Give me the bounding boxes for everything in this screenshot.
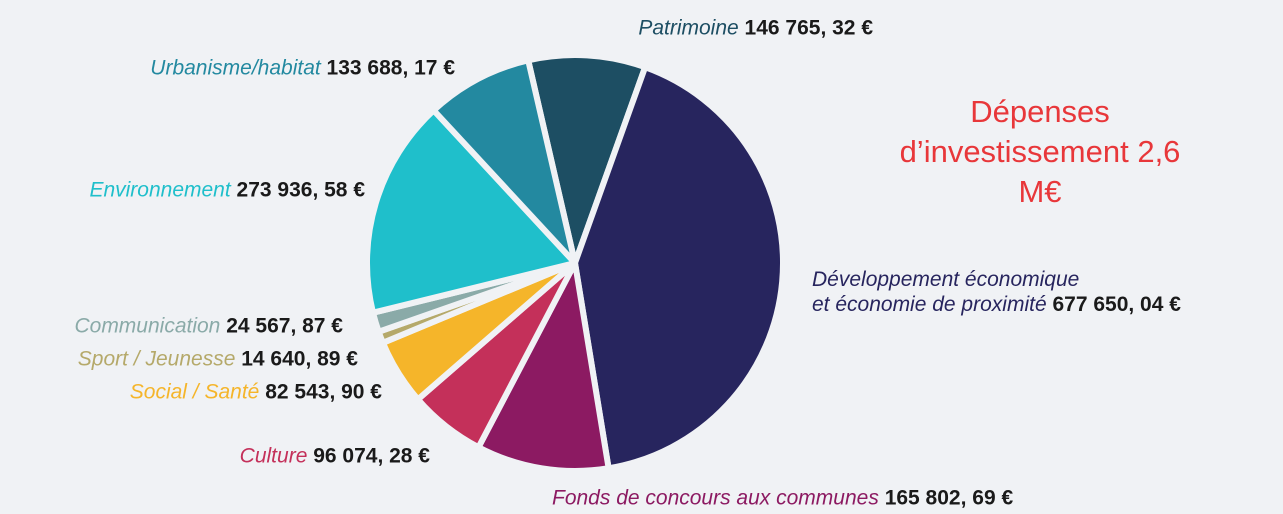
slice-label: Urbanisme/habitat 133 688, 17 € [150, 56, 455, 81]
slice-label: Patrimoine 146 765, 32 € [638, 16, 873, 41]
pie-slice [364, 107, 578, 316]
category-label: Fonds de concours aux communes [552, 486, 879, 510]
slice-label: Social / Santé 82 543, 90 € [130, 380, 382, 405]
category-label: Patrimoine [638, 16, 739, 40]
category-label: Communication [74, 314, 221, 338]
category-label: Sport / Jeunesse [77, 347, 236, 371]
slice-label: Environnement 273 936, 58 € [89, 178, 365, 203]
category-label: Urbanisme/habitat [150, 56, 321, 80]
value-label: 96 074, 28 € [313, 444, 430, 468]
slice-label: Culture 96 074, 28 € [240, 444, 430, 469]
value-label: 165 802, 69 € [884, 486, 1014, 510]
pie-slice [475, 260, 612, 474]
value-label: 24 567, 87 € [226, 314, 343, 338]
value-label: 273 936, 58 € [236, 178, 365, 202]
category-label: Environnement [89, 178, 231, 202]
value-label: 14 640, 89 € [241, 347, 358, 371]
slice-label: Sport / Jeunesse 14 640, 89 € [78, 347, 358, 372]
pie-slice [430, 57, 578, 266]
value-label: 677 650, 04 € [1052, 293, 1181, 316]
value-label: 82 543, 90 € [265, 380, 382, 404]
pie-slice [525, 52, 649, 266]
slice-label: Communication 24 567, 87 € [74, 314, 343, 339]
slice-label: Développement économique et économie de … [812, 267, 1181, 317]
value-label: 133 688, 17 € [326, 56, 455, 80]
pie-slice [572, 64, 786, 472]
category-label: Social / Santé [129, 380, 260, 404]
category-label: Culture [239, 444, 308, 468]
chart-title: Dépenses d’investissement 2,6 M€ [899, 94, 1181, 209]
value-label: 146 765, 32 € [744, 16, 873, 40]
category-label: Développement économique et économie de … [812, 268, 1080, 316]
slice-label: Fonds de concours aux communes 165 802, … [552, 486, 1013, 511]
